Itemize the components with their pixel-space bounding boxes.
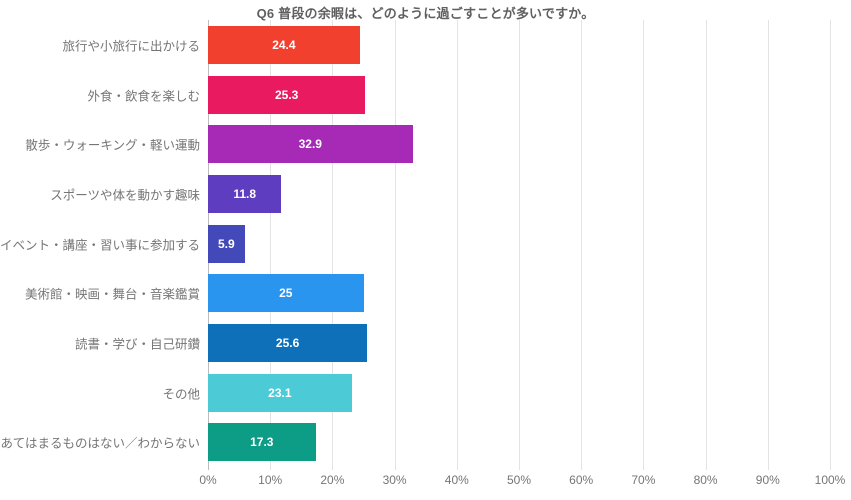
category-label: 散歩・ウォーキング・軽い運動: [25, 138, 200, 153]
x-axis-tick-label: 60%: [569, 473, 594, 487]
category-label: あてはまるものはない／わからない: [0, 436, 200, 451]
x-axis-tick-label: 0%: [199, 473, 217, 487]
bar-track: 25: [208, 274, 830, 313]
x-axis-tick-label: 50%: [506, 473, 532, 487]
x-axis-tick-label: 80%: [693, 473, 718, 487]
bar-row: 美術館・映画・舞台・音楽鑑賞 25: [25, 268, 830, 318]
bar-track: 25.6: [208, 323, 830, 362]
gridline: [705, 20, 707, 470]
bar-track: 23.1: [208, 373, 830, 412]
category-label: スポーツや体を動かす趣味: [50, 188, 200, 203]
gridline: [519, 20, 520, 470]
category-label: 外食・飲食を楽しむ: [87, 89, 200, 103]
gridline: [767, 20, 769, 470]
bar: 11.8: [208, 174, 282, 213]
value-label: 23.1: [268, 385, 292, 400]
x-axis-tick-label: 90%: [755, 473, 780, 487]
x-axis-tick-label: 70%: [631, 473, 656, 487]
bar-row: 外食・飲食を楽しむ 25.3: [87, 70, 830, 120]
bar-row: 読書・学び・自己研鑽 25.6: [75, 318, 830, 368]
x-axis-tick-label: 10%: [258, 473, 283, 487]
bar-rows: 旅行や小旅行に出かける 24.4 外食・飲食を楽しむ 25.3 散歩・ウォーキング・軽い…: [0, 20, 830, 467]
x-axis-tick-label: 20%: [320, 473, 345, 487]
gridline: [581, 20, 583, 470]
bar-row: イベント・講座・習い事に参加する 5.9: [0, 219, 830, 269]
category-label: 旅行や小旅行に出かける: [62, 39, 200, 54]
bar: 32.9: [208, 125, 413, 164]
category-label: イベント・講座・習い事に参加する: [0, 238, 200, 253]
bar-track: 11.8: [208, 174, 830, 213]
bar-track: 24.4: [208, 25, 830, 64]
category-label: 読書・学び・自己研鑽: [74, 337, 200, 352]
bar: 5.9: [208, 224, 245, 263]
value-label: 17.3: [250, 435, 274, 450]
bar: 25.3: [208, 75, 366, 114]
bar-row: あてはまるものはない／わからない 17.3: [0, 417, 830, 467]
bar-track: 32.9: [208, 125, 830, 164]
category-label: 美術館・映画・舞台・音楽鑑賞: [24, 287, 200, 302]
plot-area: 旅行や小旅行に出かける 24.4 外食・飲食を楽しむ 25.3 散歩・ウォーキング・軽い…: [0, 20, 845, 487]
category-label: その他: [162, 387, 200, 402]
bar-row: 旅行や小旅行に出かける 24.4: [62, 20, 830, 70]
value-label: 25.3: [275, 87, 299, 102]
x-axis-tick-label: 40%: [444, 473, 469, 487]
gridline: [643, 20, 645, 470]
value-label: 25: [279, 286, 293, 301]
value-label: 11.8: [233, 186, 257, 201]
x-axis-labels: 0% 10% 20% 30% 40% 50% 60% 70% 80% 90% 100%: [199, 473, 845, 493]
bar: 17.3: [208, 423, 316, 462]
gridline: [830, 20, 831, 470]
bar: 24.4: [208, 25, 360, 64]
bar: 23.1: [208, 373, 352, 412]
gridline: [456, 20, 458, 470]
gridline: [270, 20, 272, 470]
x-axis-tick-label: 100%: [814, 473, 846, 487]
value-label: 24.4: [272, 37, 296, 52]
bar-track: 25.3: [208, 75, 830, 114]
bar: 25: [208, 274, 364, 313]
value-label: 25.6: [275, 335, 300, 350]
gridline: [332, 20, 334, 470]
bar-row: 散歩・ウォーキング・軽い運動 32.9: [25, 119, 830, 169]
bar-track: 5.9: [208, 224, 830, 263]
bar-track: 17.3: [208, 423, 830, 462]
gridline: [394, 20, 396, 470]
bar-row: スポーツや体を動かす趣味 11.8: [50, 169, 830, 219]
bar: 25.6: [208, 323, 368, 362]
chart-title: Q6 普段の余暇は、どのように過ごすことが多いですか。: [256, 6, 595, 21]
value-label: 32.9: [298, 137, 322, 152]
x-axis-tick-label: 30%: [382, 473, 407, 487]
value-label: 5.9: [218, 236, 235, 251]
bar-row: その他 23.1: [162, 368, 830, 418]
